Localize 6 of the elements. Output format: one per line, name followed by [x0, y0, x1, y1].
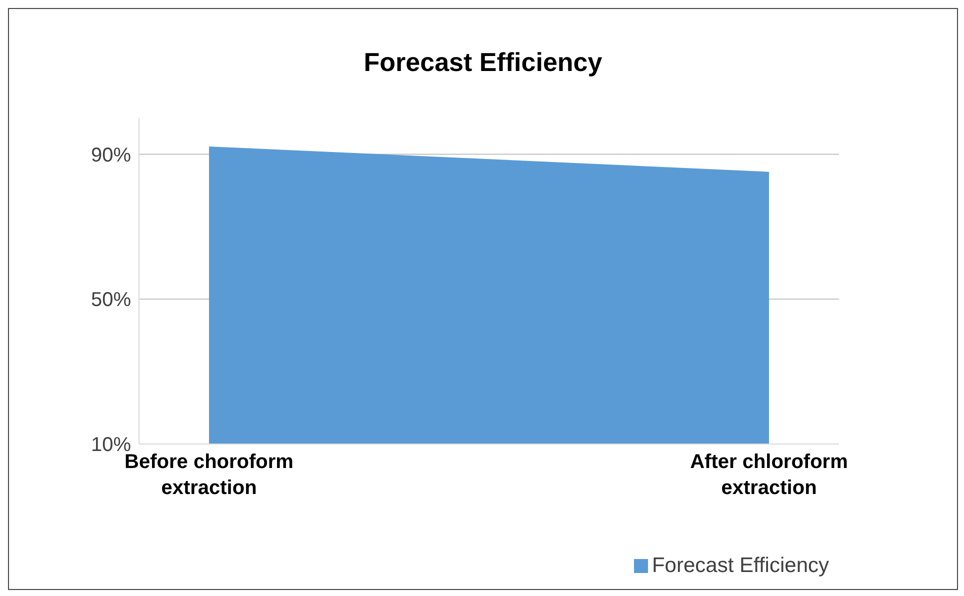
legend-label: Forecast Efficiency	[652, 554, 829, 577]
y-tick-label: 50%	[90, 289, 132, 312]
x-tick-label: Before choroform extraction	[124, 451, 294, 499]
chart-title: Forecast Efficiency	[362, 47, 604, 78]
y-tick-label: 90%	[90, 144, 132, 166]
x-tick-label: After chloroform extraction	[690, 451, 848, 499]
